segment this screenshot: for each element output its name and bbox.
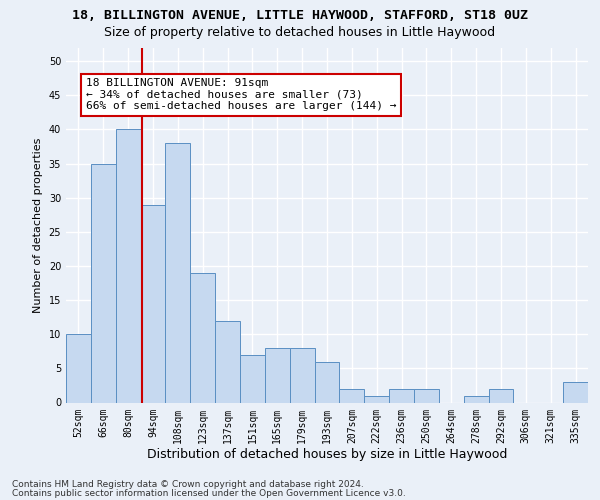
Text: 18, BILLINGTON AVENUE, LITTLE HAYWOOD, STAFFORD, ST18 0UZ: 18, BILLINGTON AVENUE, LITTLE HAYWOOD, S… [72,9,528,22]
Bar [140,204,166,402]
Bar [488,389,514,402]
Text: Contains public sector information licensed under the Open Government Licence v3: Contains public sector information licen… [12,489,406,498]
X-axis label: Distribution of detached houses by size in Little Haywood: Distribution of detached houses by size … [147,448,507,461]
Bar [340,389,364,402]
Y-axis label: Number of detached properties: Number of detached properties [33,138,43,312]
Bar [265,348,290,403]
Bar [563,382,588,402]
Bar [290,348,314,403]
Bar [240,354,265,403]
Bar [91,164,116,402]
Bar [166,143,190,403]
Bar [190,273,215,402]
Bar [314,362,340,403]
Bar [464,396,488,402]
Text: 18 BILLINGTON AVENUE: 91sqm
← 34% of detached houses are smaller (73)
66% of sem: 18 BILLINGTON AVENUE: 91sqm ← 34% of det… [86,78,397,112]
Bar [414,389,439,402]
Bar [389,389,414,402]
Text: Size of property relative to detached houses in Little Haywood: Size of property relative to detached ho… [104,26,496,39]
Bar [215,320,240,402]
Bar [364,396,389,402]
Bar [66,334,91,402]
Bar [116,130,140,402]
Text: Contains HM Land Registry data © Crown copyright and database right 2024.: Contains HM Land Registry data © Crown c… [12,480,364,489]
